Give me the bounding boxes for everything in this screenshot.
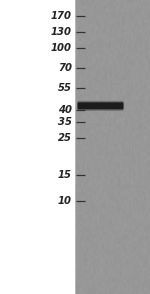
Text: 15: 15	[58, 170, 72, 180]
Text: 25: 25	[58, 133, 72, 143]
FancyBboxPatch shape	[78, 102, 123, 109]
Text: 35: 35	[58, 117, 72, 127]
Text: 70: 70	[58, 63, 72, 73]
Text: 55: 55	[58, 83, 72, 93]
Text: 130: 130	[51, 27, 72, 37]
FancyBboxPatch shape	[78, 101, 123, 108]
Text: 100: 100	[51, 43, 72, 53]
FancyBboxPatch shape	[78, 104, 123, 111]
Bar	[75, 0, 150, 294]
Text: 10: 10	[58, 196, 72, 206]
Text: 170: 170	[51, 11, 72, 21]
Text: 40: 40	[58, 105, 72, 115]
